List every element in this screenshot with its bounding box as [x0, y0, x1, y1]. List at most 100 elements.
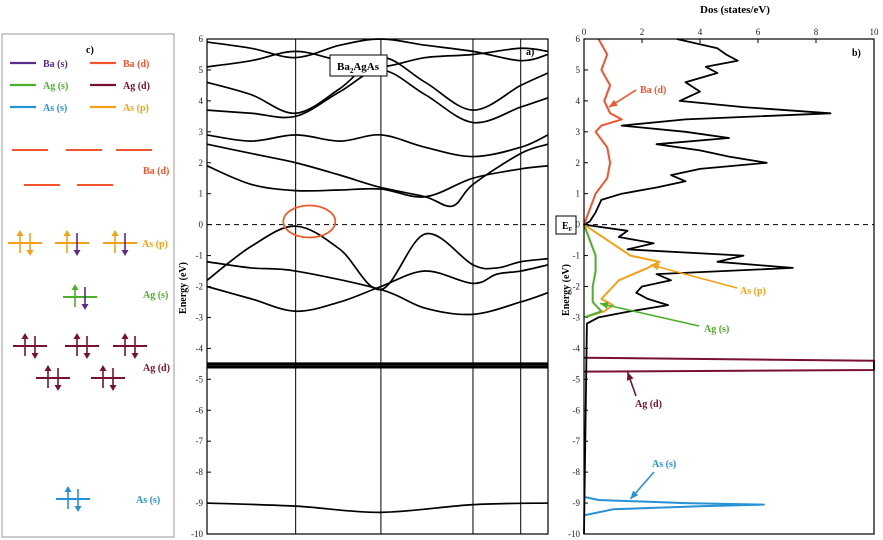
band-y-tick-label: -7 — [196, 436, 204, 446]
band-conduction-3 — [206, 134, 549, 158]
spin-down-arrowhead — [131, 353, 139, 359]
fermi-label-frame — [555, 215, 577, 235]
dos-y-tick-label: 4 — [576, 96, 581, 106]
dos-series-ag-s — [583, 224, 603, 319]
panel-a-band-structure: Energy (eV) -10-9-8-7-6-5-4-3-2-10123456… — [178, 34, 549, 539]
spin-down-arrowhead — [73, 250, 81, 256]
ag-d-orbital-2 — [65, 333, 99, 359]
annotation-label: As (p) — [740, 286, 766, 297]
dos-y-tick-label: 6 — [576, 34, 581, 44]
annotation-arrow — [650, 264, 738, 289]
band-y-tick-label: -5 — [196, 374, 204, 384]
annotation-arrowhead — [630, 490, 639, 499]
fermi-label: EF — [562, 221, 573, 233]
band-y-tick-label: 1 — [199, 189, 204, 199]
band-y-tick-label: -6 — [196, 405, 204, 415]
spin-down-arrowhead — [31, 353, 39, 359]
ag-d-orbital-1 — [13, 333, 47, 359]
band-y-tick-label: -10 — [191, 529, 203, 539]
dos-x-tick-label: 4 — [698, 27, 703, 37]
level-label-as-s: As (s) — [136, 495, 160, 506]
fermi-label-box: EF — [555, 215, 577, 235]
dos-series-ba-d — [583, 38, 623, 225]
spin-down-arrowhead — [121, 250, 129, 256]
dos-y-tick-label: -6 — [573, 405, 581, 415]
band-as-s-band — [206, 502, 549, 514]
band-y-axis-label: Energy (eV) — [178, 262, 189, 314]
legend-label: Ag (s) — [43, 81, 68, 92]
spin-down-arrowhead — [26, 250, 34, 256]
band-conduction-2 — [206, 143, 549, 208]
dos-y-tick-label: -1 — [573, 251, 581, 261]
dos-plot-frame — [583, 38, 875, 535]
legend-label: As (p) — [123, 103, 149, 114]
legend-label: Ba (d) — [123, 59, 149, 70]
dos-y-tick-label: 5 — [576, 65, 581, 75]
band-y-tick-label: -3 — [196, 312, 204, 322]
spin-up-arrowhead — [71, 284, 79, 290]
band-y-tick-label: -4 — [196, 343, 204, 353]
dos-annotation-as-s: As (s) — [629, 459, 676, 500]
dos-y-tick-label: -2 — [573, 282, 581, 292]
annotation-label: As (s) — [652, 459, 676, 470]
dos-series-ag-d — [583, 356, 875, 373]
dos-y-tick-label: 1 — [576, 189, 581, 199]
dos-annotation-as-p: As (p) — [650, 263, 766, 297]
legend-label: Ag (d) — [123, 81, 150, 92]
panel-a-label: a) — [526, 47, 534, 58]
band-y-tick-label: 4 — [199, 96, 204, 106]
spin-down-arrowhead — [74, 506, 82, 512]
band-valence-1 — [206, 225, 549, 291]
dos-y-tick-label: 3 — [576, 127, 581, 137]
dos-title: Dos (states/eV) — [700, 4, 770, 16]
dos-y-tick-label: -8 — [573, 467, 581, 477]
band-y-tick-label: -9 — [196, 498, 204, 508]
annotation-arrow — [599, 302, 700, 327]
legend-label: Ba (s) — [43, 59, 68, 70]
spin-up-arrowhead — [63, 230, 71, 236]
as-p-orbital-2 — [55, 230, 89, 256]
dos-x-ticks: 0 2 4 6 8 10 — [582, 27, 879, 43]
band-y-tick-label: -8 — [196, 467, 204, 477]
legend-entry-ag-d: Ag (d) — [90, 81, 150, 92]
as-p-orbital-1 — [8, 230, 42, 256]
dos-series — [583, 38, 875, 535]
dos-annotation-ba-d: Ba (d) — [608, 85, 666, 108]
spin-down-arrowhead — [54, 385, 62, 391]
band-y-tick-label: -2 — [196, 282, 204, 292]
dos-y-tick-label: -9 — [573, 498, 581, 508]
dos-y-tick-label: -3 — [573, 312, 581, 322]
legend-label: As (s) — [43, 103, 67, 114]
ag-s-orbital — [63, 284, 97, 310]
vbm-highlight-circle — [282, 204, 337, 239]
ag-d-orbital-4 — [36, 365, 70, 391]
dos-y-tick-label: 0 — [576, 220, 581, 230]
legend-entry-ba-d: Ba (d) — [90, 59, 149, 70]
level-label-ba-d: Ba (d) — [143, 166, 169, 177]
dos-series-as-s — [583, 495, 765, 517]
level-label-ag-d: Ag (d) — [143, 363, 170, 374]
band-conduction-1 — [206, 164, 549, 198]
dos-x-tick-label: 8 — [814, 27, 819, 37]
spin-up-arrowhead — [121, 333, 129, 339]
panel-c-levels: Ba (d) As (p) Ag (s) Ag (d) As (s) — [8, 149, 170, 512]
band-y-tick-label: 2 — [199, 158, 204, 168]
band-y-tick-label: 5 — [199, 65, 204, 75]
band-y-tick-label: 0 — [199, 220, 204, 230]
band-lines — [206, 38, 549, 514]
dos-x-tick-label: 10 — [870, 27, 880, 37]
dos-y-tick-label: 2 — [576, 158, 581, 168]
spin-up-arrowhead — [99, 365, 107, 371]
panel-b-dos: Dos (states/eV) Energy (eV) 0 2 4 6 8 10 -10-… — [555, 4, 879, 539]
band-conduction-4 — [206, 69, 549, 124]
band-plot-frame — [206, 38, 549, 535]
panel-c-legend: Ba (s) Ba (d) Ag (s) Ag (d) As (s) As (p) — [10, 59, 150, 114]
dos-series-total — [583, 38, 832, 535]
as-s-orbital — [56, 486, 90, 512]
ag-d-orbital-5 — [91, 365, 125, 391]
dos-annotation-ag-d: Ag (d) — [626, 371, 662, 410]
dos-series-as-p — [583, 223, 661, 319]
spin-down-arrowhead — [109, 385, 117, 391]
compound-title-box: Ba2AgAs — [329, 54, 388, 77]
